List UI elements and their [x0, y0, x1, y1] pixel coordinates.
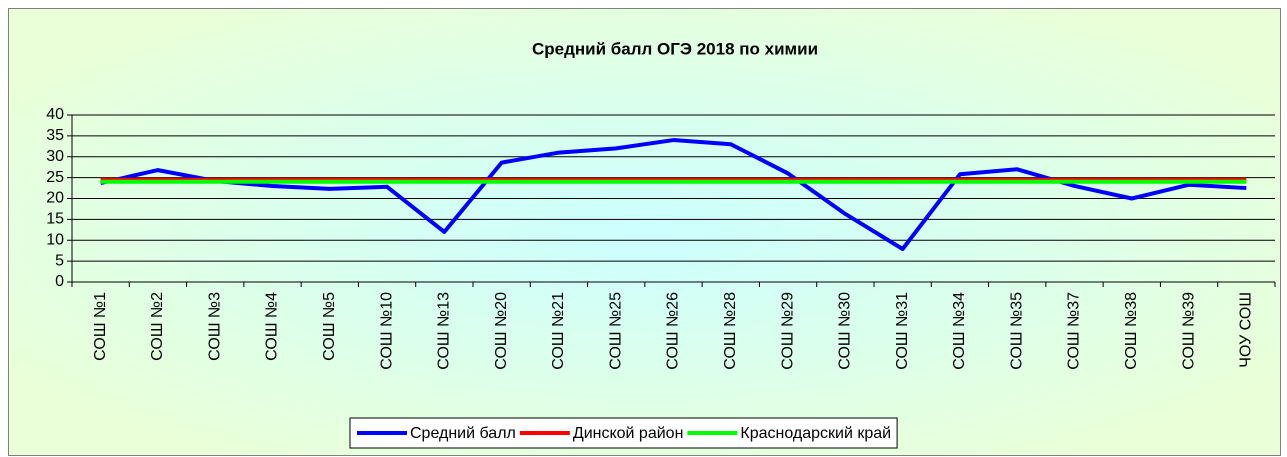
x-tick-label: СОШ №1: [92, 292, 109, 361]
y-tick-label: 10: [46, 231, 64, 248]
x-tick-label: СОШ №25: [607, 292, 624, 370]
x-tick-label: СОШ №20: [493, 292, 510, 370]
x-tick-label: СОШ №29: [779, 292, 796, 370]
x-tick-label: СОШ №35: [1008, 292, 1025, 370]
x-tick-label: СОШ №37: [1066, 292, 1083, 370]
y-tick-label: 35: [46, 127, 64, 144]
y-tick-label: 0: [55, 273, 64, 290]
x-tick-label: СОШ №13: [436, 292, 453, 370]
x-tick-label: СОШ №28: [722, 292, 739, 370]
x-tick-label: СОШ №10: [378, 292, 395, 370]
legend-label: Краснодарский край: [740, 425, 891, 442]
y-tick-label: 30: [46, 148, 64, 165]
x-tick-label: СОШ №26: [665, 292, 682, 370]
x-tick-label: СОШ №39: [1180, 292, 1197, 370]
x-tick-label: СОШ №34: [951, 292, 968, 370]
x-tick-label: СОШ №31: [894, 292, 911, 370]
legend-label: Динской район: [573, 425, 684, 442]
x-tick-label: ЧОУ СОШ: [1238, 292, 1255, 368]
legend-label: Средний балл: [410, 425, 516, 442]
x-tick-label: СОШ №3: [206, 292, 223, 361]
x-tick-label: СОШ №38: [1123, 292, 1140, 370]
y-tick-label: 40: [46, 106, 64, 123]
chart-frame: [8, 8, 1281, 456]
y-tick-label: 5: [55, 252, 64, 269]
x-tick-label: СОШ №2: [149, 292, 166, 361]
chart-title: Средний балл ОГЭ 2018 по химии: [532, 39, 818, 58]
x-tick-label: СОШ №21: [550, 292, 567, 370]
x-tick-label: СОШ №30: [837, 292, 854, 370]
legend-box: [349, 417, 898, 449]
y-tick-label: 25: [46, 169, 64, 186]
y-tick-label: 20: [46, 190, 64, 207]
x-tick-label: СОШ №4: [264, 292, 281, 361]
y-tick-label: 15: [46, 211, 64, 228]
x-tick-label: СОШ №5: [321, 292, 338, 361]
